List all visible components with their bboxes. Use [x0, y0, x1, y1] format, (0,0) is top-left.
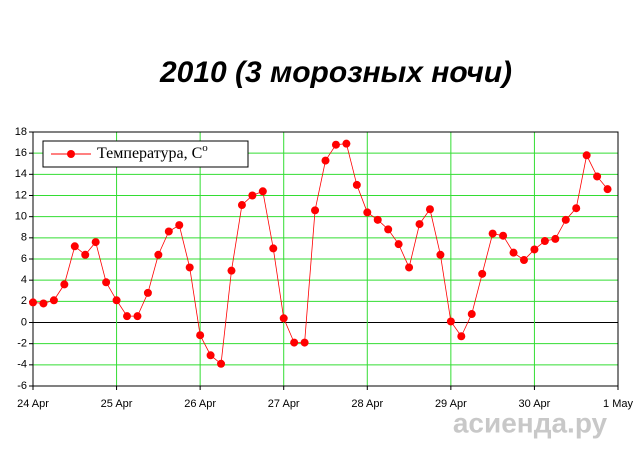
data-point: [509, 248, 518, 257]
data-point: [227, 266, 236, 275]
x-tick-label: 26 Apr: [184, 398, 216, 410]
data-point: [352, 180, 361, 189]
y-tick-label: 8: [21, 232, 27, 244]
data-point: [112, 296, 121, 305]
data-point: [91, 238, 100, 247]
data-point: [415, 220, 424, 229]
legend-text: Температура, С: [97, 145, 202, 162]
watermark: асиенда.ру: [453, 407, 608, 438]
y-tick-label: -4: [17, 359, 27, 371]
data-point: [572, 204, 581, 213]
data-point: [342, 139, 351, 148]
data-point: [321, 156, 330, 165]
data-point: [279, 314, 288, 323]
x-tick-label: 28 Apr: [351, 398, 383, 410]
data-point: [133, 312, 142, 321]
data-point: [394, 240, 403, 249]
data-point: [258, 187, 267, 196]
data-point: [425, 205, 434, 214]
y-tick-label: 16: [15, 147, 27, 159]
data-point: [154, 250, 163, 259]
data-point: [499, 231, 508, 240]
data-point: [530, 245, 539, 254]
data-point: [593, 172, 602, 181]
x-tick-label: 30 Apr: [519, 398, 551, 410]
data-point: [582, 151, 591, 160]
y-tick-label: 4: [21, 274, 27, 286]
data-point: [70, 242, 79, 251]
series-line: [32, 143, 608, 365]
x-tick-label: 1 May: [603, 398, 633, 410]
data-point: [248, 191, 257, 200]
data-point: [436, 250, 445, 259]
data-point: [603, 185, 612, 194]
data-point: [446, 317, 455, 326]
data-point: [164, 227, 173, 236]
data-point: [300, 338, 309, 347]
data-point: [551, 234, 560, 243]
data-point: [217, 359, 226, 368]
data-point: [39, 299, 48, 308]
y-tick-label: 12: [15, 189, 27, 201]
data-point: [384, 225, 393, 234]
legend-label: Температура, Сo: [97, 142, 208, 162]
data-point: [143, 288, 152, 297]
y-tick-label: 2: [21, 295, 27, 307]
data-point: [29, 298, 37, 307]
data-point: [519, 256, 528, 265]
data-point: [269, 244, 278, 253]
data-point: [405, 263, 414, 272]
x-tick-label: 25 Apr: [101, 398, 133, 410]
data-point: [457, 332, 466, 341]
y-tick-label: 18: [15, 126, 27, 138]
x-tick-label: 29 Apr: [435, 398, 467, 410]
data-point: [123, 312, 132, 321]
x-tick-label: 24 Apr: [17, 398, 49, 410]
data-point: [331, 140, 340, 149]
data-point: [237, 201, 246, 210]
data-point: [196, 331, 205, 340]
data-point: [373, 215, 382, 224]
data-point: [488, 229, 497, 238]
y-tick-label: -2: [17, 338, 27, 350]
y-tick-label: -6: [17, 380, 27, 392]
data-point: [561, 215, 570, 224]
data-point: [60, 280, 69, 289]
data-point: [185, 263, 194, 272]
y-tick-label: 14: [15, 168, 27, 180]
data-point: [175, 221, 184, 230]
data-point: [540, 237, 549, 246]
data-point: [206, 351, 215, 360]
data-point: [49, 296, 58, 305]
legend-superscript: o: [202, 142, 208, 154]
data-point: [311, 206, 320, 215]
data-point: [102, 278, 111, 287]
y-tick-label: 0: [21, 316, 27, 328]
y-tick-label: 6: [21, 253, 27, 265]
data-point: [467, 310, 476, 319]
data-point: [81, 250, 90, 259]
chart-title: 2010 (3 морозных ночи): [159, 56, 512, 89]
plot-frame: [32, 131, 619, 387]
legend-marker: [67, 150, 75, 158]
data-point: [363, 208, 372, 217]
x-tick-label: 27 Apr: [268, 398, 300, 410]
data-point: [290, 338, 299, 347]
data-point: [478, 269, 487, 278]
y-tick-label: 10: [15, 211, 27, 223]
